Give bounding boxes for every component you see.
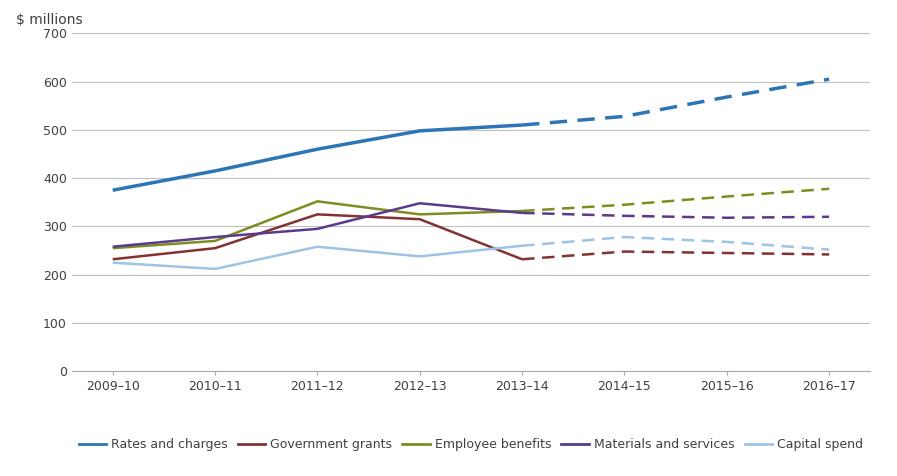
Y-axis label: $ millions: $ millions — [16, 12, 83, 27]
Legend: Rates and charges, Government grants, Employee benefits, Materials and services,: Rates and charges, Government grants, Em… — [79, 438, 863, 451]
